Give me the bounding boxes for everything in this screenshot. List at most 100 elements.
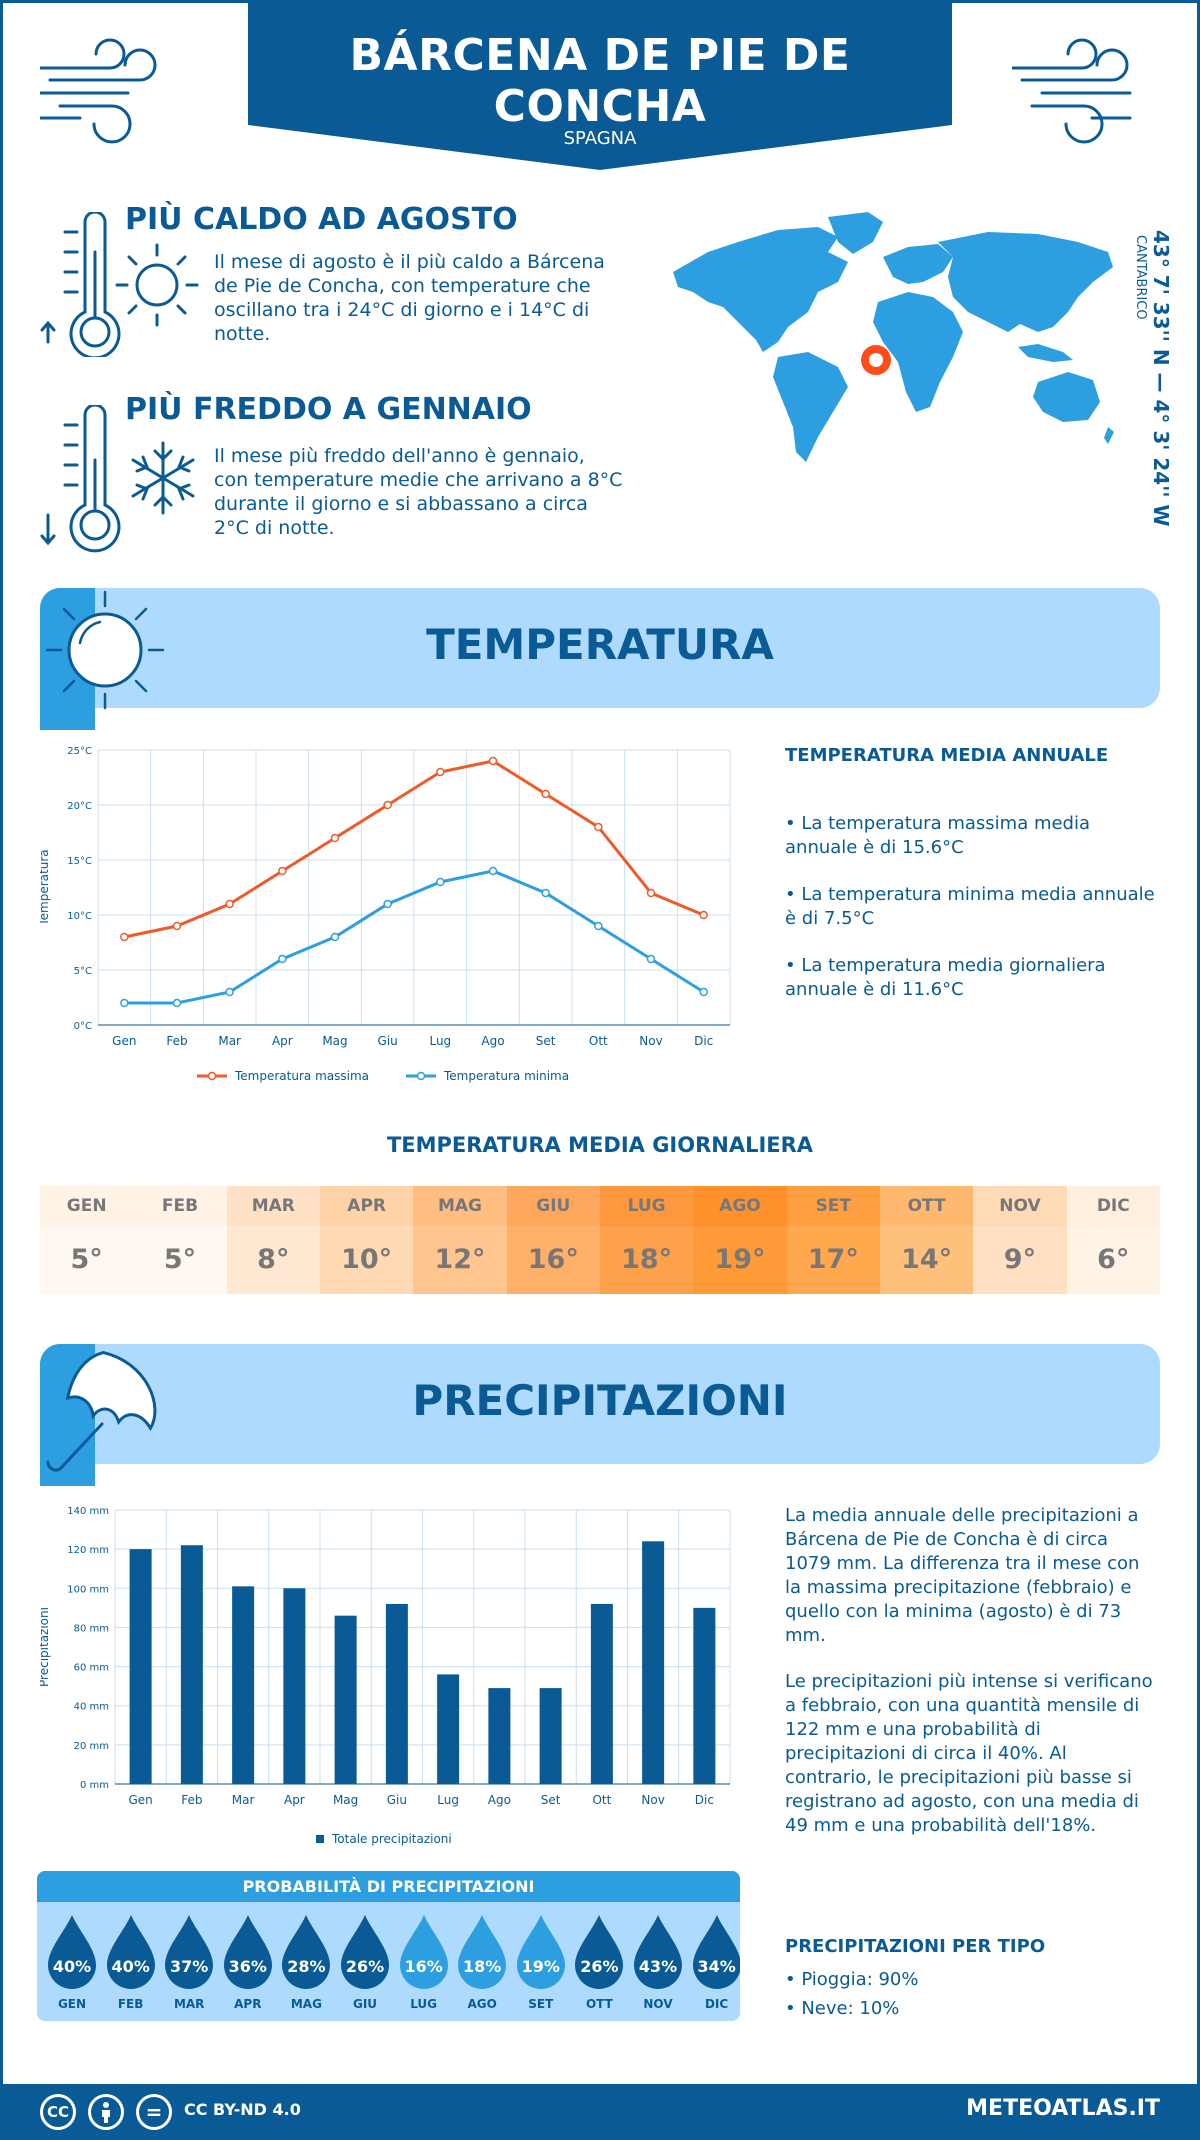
daily-temp-month: MAR bbox=[226, 1186, 320, 1226]
daily-temp-cell: DIC 6° bbox=[1066, 1186, 1160, 1294]
precip-drop: 34% DIC bbox=[688, 1913, 740, 2013]
precip-drop-value: 40% bbox=[111, 1957, 150, 1976]
data-point bbox=[541, 888, 550, 898]
precip-drop-month: AGO bbox=[467, 1997, 497, 2011]
precip-drop-value: 40% bbox=[52, 1957, 92, 1976]
daily-temp-title: TEMPERATURA MEDIA GIORNALIERA bbox=[386, 1133, 814, 1157]
series-line-0 bbox=[124, 759, 705, 939]
precip-drop-value: 37% bbox=[170, 1957, 209, 1976]
legend-marker bbox=[207, 1071, 217, 1081]
wind-icon bbox=[1012, 38, 1132, 144]
y-tick-label: 80 mm bbox=[74, 1623, 109, 1634]
data-point bbox=[330, 932, 340, 942]
brand-link[interactable]: METEOATLAS.IT bbox=[966, 2096, 1160, 2121]
y-tick-label: 60 mm bbox=[74, 1663, 109, 1674]
precip-bar bbox=[180, 1545, 203, 1784]
attribution-icon bbox=[88, 2094, 124, 2130]
footer bbox=[0, 2084, 1200, 2140]
region-label: CANTABRICO bbox=[1133, 235, 1148, 320]
precip-drop-month: APR bbox=[234, 1997, 262, 2011]
precip-bar bbox=[590, 1603, 613, 1784]
precip-bar bbox=[437, 1674, 460, 1784]
daily-temp-value: 5° bbox=[40, 1226, 134, 1294]
data-point bbox=[383, 899, 392, 909]
x-tick-label: Gen bbox=[112, 1034, 136, 1048]
data-point bbox=[699, 910, 708, 920]
annual-temp-bullet-max: • La temperatura massima media annuale è… bbox=[785, 813, 1091, 858]
daily-temp-month: FEB bbox=[133, 1186, 227, 1226]
raindrop-icon bbox=[282, 1915, 331, 1989]
x-tick-label: Mar bbox=[232, 1793, 255, 1807]
precip-text-2: Le precipitazioni più intense si verific… bbox=[785, 1671, 1153, 1836]
precip-bar bbox=[283, 1588, 306, 1784]
precip-drop: 40% FEB bbox=[102, 1913, 160, 2013]
precip-drop-month: LUG bbox=[410, 1997, 437, 2011]
coldest-title: PIÙ FREDDO A GENNAIO bbox=[125, 392, 532, 427]
license-label[interactable]: CC BY-ND 4.0 bbox=[184, 2100, 301, 2119]
coordinates-label: 43° 7' 33'' N — 4° 3' 24'' W bbox=[1149, 230, 1173, 527]
daily-temp-value: 8° bbox=[226, 1226, 320, 1294]
daily-temp-value: 12° bbox=[413, 1226, 507, 1294]
x-tick-label: Mar bbox=[218, 1034, 241, 1048]
warmest-text: Il mese di agosto è il più caldo a Bárce… bbox=[214, 251, 605, 345]
y-tick-label: 140 mm bbox=[67, 1506, 109, 1517]
x-tick-label: Ott bbox=[592, 1793, 611, 1807]
legend-label: Temperatura massima bbox=[234, 1069, 369, 1083]
y-axis-label: Precipitazioni bbox=[40, 1607, 51, 1687]
x-tick-label: Dic bbox=[695, 1793, 714, 1807]
daily-temp-month: GEN bbox=[40, 1186, 134, 1226]
y-tick-label: 25°C bbox=[67, 746, 92, 757]
precip-drop-month: DIC bbox=[704, 1997, 729, 2011]
daily-temp-cell: APR 10° bbox=[319, 1186, 414, 1294]
annual-temp-title: TEMPERATURA MEDIA ANNUALE bbox=[785, 745, 1109, 766]
wind-icon bbox=[40, 38, 157, 144]
precip-bar bbox=[642, 1541, 665, 1784]
precip-drop: 19% SET bbox=[512, 1913, 570, 2013]
precip-drop-value: 26% bbox=[345, 1957, 385, 1976]
daily-temp-value: 9° bbox=[973, 1226, 1067, 1294]
precip-drop: 26% OTT bbox=[570, 1913, 628, 2013]
y-tick-label: 0 mm bbox=[80, 1780, 109, 1791]
precip-drop-value: 18% bbox=[463, 1957, 502, 1976]
daily-temp-value: 5° bbox=[133, 1226, 227, 1294]
data-point bbox=[699, 987, 708, 997]
daily-temp-cell: GIU 16° bbox=[506, 1186, 600, 1294]
precip-bar bbox=[129, 1549, 152, 1784]
precip-drop: 26% GIU bbox=[336, 1913, 394, 2013]
y-tick-label: 15°C bbox=[67, 856, 92, 867]
data-point bbox=[488, 756, 498, 766]
y-tick-label: 20 mm bbox=[74, 1741, 109, 1752]
precip-probability-title: PROBABILITÀ DI PRECIPITAZIONI bbox=[37, 1871, 740, 1902]
y-tick-label: 120 mm bbox=[67, 1545, 109, 1556]
legend-marker bbox=[416, 1071, 426, 1081]
daily-temp-cell: AGO 19° bbox=[693, 1186, 787, 1294]
temperature-chart: 0°C 5°C 10°C 15°C 20°C 25°C Gen Feb Mar Apr Mag Giu… bbox=[40, 746, 731, 1083]
daily-temp-month: SET bbox=[786, 1186, 880, 1226]
x-tick-label: Feb bbox=[181, 1793, 202, 1807]
coordinates-block: 43° 7' 33'' N — 4° 3' 24'' W CANTABRICO bbox=[1128, 230, 1178, 526]
precip-drop: 40% GEN bbox=[43, 1913, 101, 2013]
daily-temp-month: NOV bbox=[973, 1186, 1067, 1226]
daily-temp-value: 19° bbox=[693, 1226, 787, 1294]
precip-drop: 43% NOV bbox=[629, 1913, 687, 2013]
daily-temp-cell: OTT 14° bbox=[879, 1186, 974, 1294]
raindrop-icon bbox=[575, 1915, 624, 1989]
precipitation-chart: 0 mm 20 mm 40 mm 60 mm 80 mm 100 mm 120 mm 140 … bbox=[40, 1506, 731, 1846]
daily-temp-month: APR bbox=[319, 1186, 414, 1226]
daily-temp-table: GEN 5° FEB 5° MAR 8° APR 10° MAG 12° GIU 16° LUG 18° A… bbox=[40, 1186, 1160, 1294]
series-line-1 bbox=[124, 869, 705, 1005]
legend-label: Temperatura minima bbox=[443, 1069, 569, 1083]
raindrop-icon bbox=[399, 1915, 448, 1989]
x-tick-label: Dic bbox=[694, 1034, 713, 1048]
data-point bbox=[278, 954, 287, 964]
legend-label: Totale precipitazioni bbox=[331, 1832, 452, 1846]
precip-type-title: PRECIPITAZIONI PER TIPO bbox=[785, 1936, 1046, 1957]
annual-temp-bullet-min: • La temperatura minima media annuale è … bbox=[785, 884, 1155, 929]
precip-drop-month: GEN bbox=[57, 1997, 87, 2011]
raindrop-icon bbox=[106, 1915, 155, 1989]
daily-temp-cell: LUG 18° bbox=[599, 1186, 694, 1294]
precip-drop-value: 36% bbox=[228, 1957, 267, 1976]
y-tick-label: 5°C bbox=[74, 966, 92, 977]
precip-bar bbox=[232, 1586, 255, 1784]
x-tick-label: Mag bbox=[322, 1034, 347, 1048]
